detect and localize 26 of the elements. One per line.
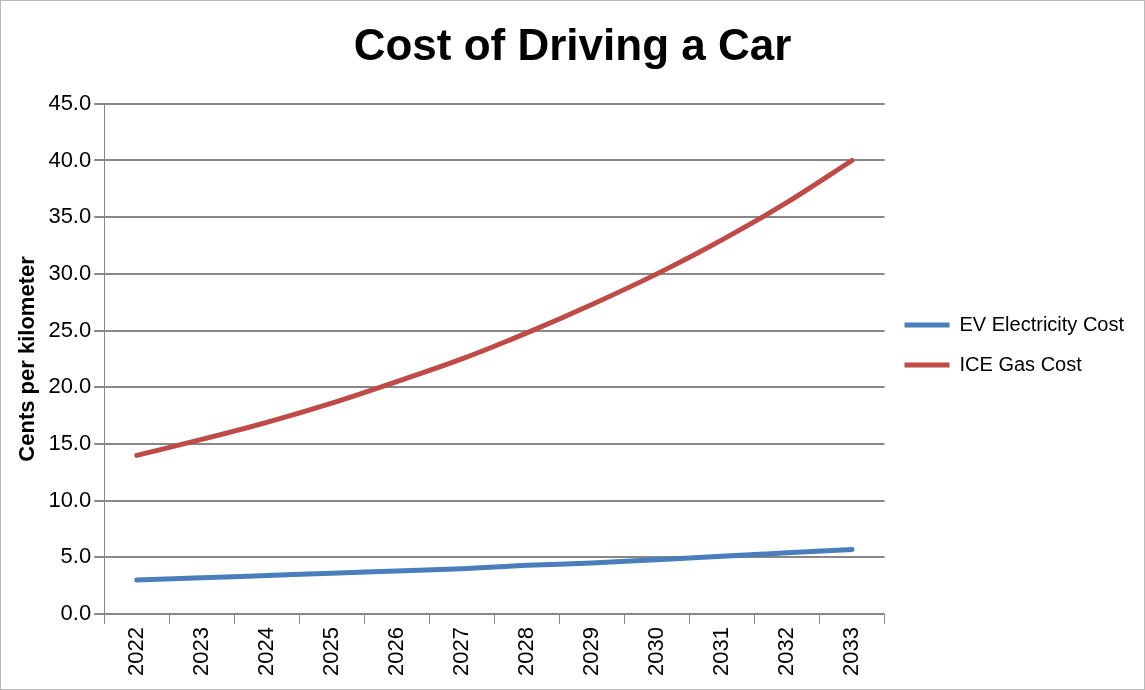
x-tick-label: 2031 xyxy=(708,627,734,677)
y-tick-label: 5.0 xyxy=(60,543,92,569)
y-tick-label: 35.0 xyxy=(48,203,92,229)
chart-title: Cost of Driving a Car xyxy=(353,19,792,69)
x-tick-label: 2028 xyxy=(512,627,538,677)
y-axis-title: Cents per kilometer xyxy=(14,255,40,462)
y-tick-label: 30.0 xyxy=(48,259,92,285)
x-tick-label: 2022 xyxy=(122,627,148,677)
y-tick-label: 0.0 xyxy=(60,600,92,626)
x-tick-label: 2032 xyxy=(773,627,799,677)
x-tick-label: 2026 xyxy=(382,627,408,677)
x-tick-label: 2033 xyxy=(838,627,864,677)
y-tick-label: 45.0 xyxy=(48,89,92,115)
y-tick-label: 25.0 xyxy=(48,316,92,342)
legend-label: EV Electricity Cost xyxy=(959,312,1125,335)
x-tick-label: 2023 xyxy=(187,627,213,677)
x-tick-label: 2029 xyxy=(577,627,603,677)
y-tick-label: 20.0 xyxy=(48,373,92,399)
x-tick-label: 2025 xyxy=(317,627,343,677)
x-tick-label: 2030 xyxy=(642,627,668,677)
legend-label: ICE Gas Cost xyxy=(959,352,1083,375)
x-tick-label: 2024 xyxy=(252,627,278,677)
y-tick-label: 15.0 xyxy=(48,430,92,456)
x-tick-label: 2027 xyxy=(447,627,473,677)
y-tick-label: 40.0 xyxy=(48,146,92,172)
y-tick-label: 10.0 xyxy=(48,486,92,512)
